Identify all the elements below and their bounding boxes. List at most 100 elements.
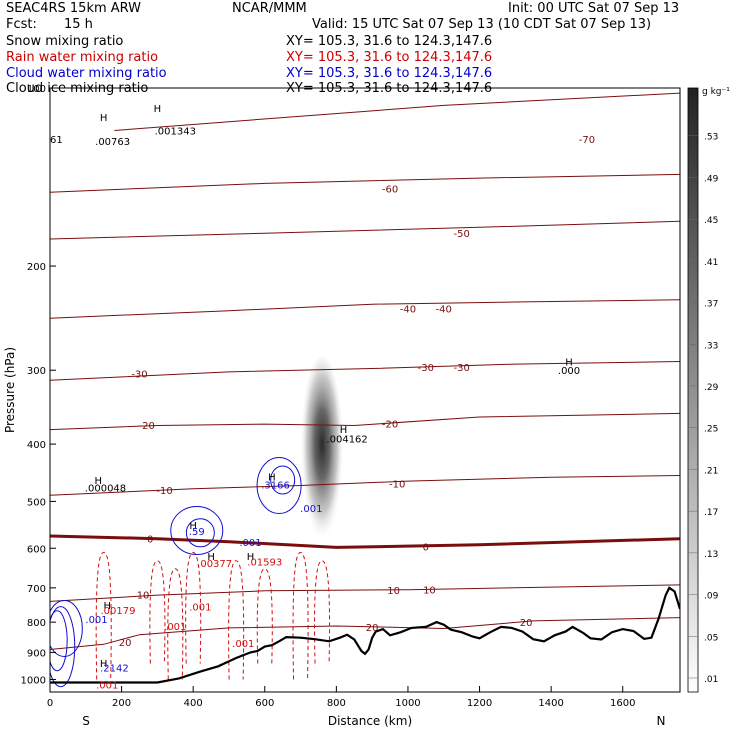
contour-label: 10 bbox=[137, 590, 150, 601]
contour-label: -70 bbox=[579, 135, 595, 146]
contour-label: 20 bbox=[520, 618, 533, 629]
cloud-water-contour bbox=[170, 506, 224, 556]
point-label: H bbox=[100, 659, 108, 670]
point-label: .004162 bbox=[326, 434, 367, 445]
point-label: H bbox=[95, 476, 103, 487]
contour-label: 10 bbox=[423, 585, 436, 596]
colorbar-tick-label: .01 bbox=[704, 675, 718, 685]
point-label: .001 bbox=[189, 602, 211, 613]
x-tick-label: 400 bbox=[184, 698, 203, 709]
contour-label: -20 bbox=[138, 421, 154, 432]
temperature-contour-0 bbox=[50, 534, 680, 549]
colorbar-tick-label: .09 bbox=[704, 592, 719, 602]
colorbar-tick-label: .37 bbox=[704, 300, 718, 310]
model-title: SEAC4RS 15km ARW bbox=[6, 1, 142, 16]
temperature-contour--40 bbox=[50, 299, 680, 319]
legend-rain-xy: XY= 105.3, 31.6 to 124.3,147.6 bbox=[286, 50, 493, 65]
cloud-water-contour bbox=[256, 457, 302, 515]
x-end-label-n: N bbox=[657, 714, 666, 728]
legend-cloudwater-xy: XY= 105.3, 31.6 to 124.3,147.6 bbox=[286, 66, 493, 81]
point-label: .001 bbox=[239, 538, 261, 549]
y-tick-label: 200 bbox=[27, 262, 46, 273]
point-label: .3166 bbox=[261, 480, 290, 491]
contour-label: -10 bbox=[389, 479, 405, 490]
rain-contour bbox=[185, 551, 202, 664]
temperature-contour--20 bbox=[50, 412, 680, 431]
point-label: .00179 bbox=[101, 606, 136, 617]
colorbar-tick-label: .05 bbox=[704, 633, 718, 643]
x-tick-label: 0 bbox=[47, 698, 53, 709]
contour-label: -30 bbox=[131, 370, 147, 381]
point-label: H bbox=[100, 113, 108, 124]
point-label: .001 bbox=[96, 681, 118, 692]
point-label: .001 bbox=[85, 615, 107, 626]
contour-label: 10 bbox=[387, 586, 400, 597]
colorbar-tick-label: .33 bbox=[704, 341, 718, 351]
contour-label: 0 bbox=[423, 543, 429, 554]
contour-label: -40 bbox=[436, 305, 452, 316]
x-tick-label: 1600 bbox=[610, 698, 635, 709]
temperature-contour--50 bbox=[50, 220, 680, 240]
y-tick-label: 500 bbox=[27, 497, 46, 508]
legend-snow-label: Snow mixing ratio bbox=[6, 34, 124, 49]
contour-label: -20 bbox=[382, 419, 398, 430]
point-label: H bbox=[247, 552, 255, 563]
point-label: H bbox=[154, 104, 162, 115]
rain-contour bbox=[228, 560, 245, 680]
rain-contour bbox=[314, 560, 331, 664]
contour-label: -40 bbox=[400, 305, 416, 316]
point-label: .00377 bbox=[197, 559, 232, 570]
x-tick-label: 1400 bbox=[538, 698, 563, 709]
y-tick-label: 900 bbox=[27, 648, 46, 659]
legend-cloudwater-label: Cloud water mixing ratio bbox=[6, 66, 167, 81]
x-tick-label: 800 bbox=[327, 698, 346, 709]
point-label: H bbox=[565, 357, 573, 368]
point-label: .00763 bbox=[95, 137, 130, 148]
cloud-water-contour bbox=[270, 465, 296, 495]
rain-contour bbox=[167, 568, 184, 680]
point-label: .001343 bbox=[155, 127, 196, 138]
temperature-contour-20 bbox=[50, 617, 680, 650]
x-tick-label: 1200 bbox=[467, 698, 492, 709]
colorbar-tick-label: .21 bbox=[704, 466, 718, 476]
colorbar-tick-label: .49 bbox=[704, 174, 719, 184]
y-tick-label: 400 bbox=[27, 440, 46, 451]
colorbar-tick-label: .13 bbox=[704, 550, 718, 560]
x-tick-label: 200 bbox=[112, 698, 131, 709]
temperature-contour--70 bbox=[114, 92, 680, 131]
colorbar: .01 .05 .09 .13 .17 .21 .25 .29 .33 .37 .41 .45 .49.… bbox=[687, 87, 730, 693]
fcst-label: Fcst: bbox=[6, 17, 37, 32]
contour-label: 20 bbox=[119, 638, 132, 649]
colorbar-bar bbox=[687, 87, 699, 693]
temperature-contour--30 bbox=[50, 361, 680, 381]
colorbar-tick-label: .17 bbox=[704, 508, 718, 518]
y-tick-label: 300 bbox=[27, 366, 46, 377]
contour-label: 20 bbox=[366, 623, 379, 634]
point-label: .000048 bbox=[85, 484, 126, 495]
init-time: Init: 00 UTC Sat 07 Sep 13 bbox=[508, 1, 680, 16]
point-label: 6861 bbox=[37, 135, 62, 146]
point-label: .000 bbox=[558, 366, 580, 377]
point-label: .59 bbox=[189, 527, 205, 538]
point-label: .001 bbox=[164, 622, 186, 633]
rain-contour bbox=[149, 560, 166, 664]
contour-label: 0 bbox=[147, 535, 153, 546]
ice-plume-shading bbox=[300, 356, 345, 552]
point-label: .001 bbox=[232, 639, 254, 650]
x-axis-label: Distance (km) bbox=[328, 714, 412, 728]
temperature-contour--60 bbox=[50, 173, 680, 193]
cloud-water-contour bbox=[185, 518, 215, 548]
colorbar-tick-label: .25 bbox=[704, 425, 718, 435]
point-label: .001 bbox=[300, 504, 322, 515]
y-tick-label: 800 bbox=[27, 618, 46, 629]
point-label: H bbox=[104, 601, 112, 612]
center-title: NCAR/MMM bbox=[232, 1, 307, 16]
rain-contour bbox=[292, 551, 309, 680]
point-label: .2142 bbox=[100, 664, 129, 675]
cloud-water-contour bbox=[50, 610, 68, 672]
x-tick-label: 1000 bbox=[395, 698, 420, 709]
colorbar-unit: g kg⁻¹ bbox=[702, 87, 730, 97]
valid-time: Valid: 15 UTC Sat 07 Sep 13 (10 CDT Sat … bbox=[312, 17, 652, 32]
y-tick-label: 700 bbox=[27, 584, 46, 595]
point-label: .01593 bbox=[247, 558, 282, 569]
